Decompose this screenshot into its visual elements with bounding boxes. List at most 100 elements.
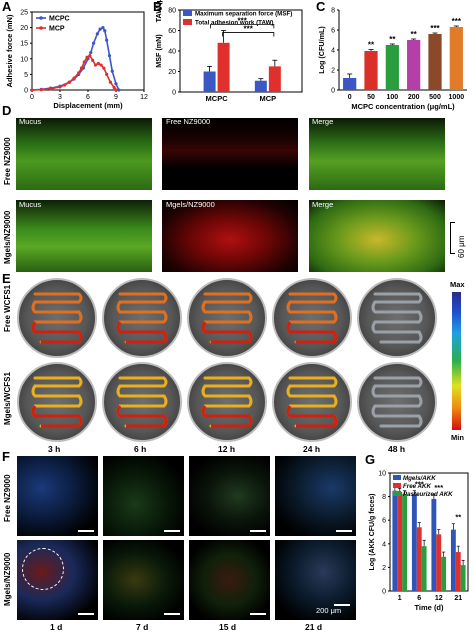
y-tick-label: 20 [168, 69, 176, 76]
bar [407, 40, 421, 90]
y-tick-label: 25 [20, 10, 28, 17]
y-tick-label: 8 [382, 494, 386, 501]
data-point [58, 85, 62, 89]
f-highlight-circle [22, 548, 64, 590]
bar [431, 498, 437, 591]
y-tick-label: 2 [382, 565, 386, 572]
y-tick-label: 40 [168, 49, 176, 56]
intestine-path [31, 292, 83, 344]
e-colorbar-min: Min [451, 433, 464, 442]
intestine-trace [116, 376, 168, 428]
y-tick-label: 5 [24, 72, 28, 79]
data-point [93, 63, 98, 67]
y-tick-label: 2 [331, 68, 335, 75]
x-tick-label: 9 [114, 94, 118, 101]
data-point [92, 41, 96, 45]
panel-label-d: D [2, 103, 12, 118]
intestine-path [286, 376, 338, 428]
intestine-path [31, 376, 83, 428]
intestine-signal [31, 405, 83, 428]
d-image-2-3 [309, 200, 445, 272]
y-tick-label: 8 [331, 8, 335, 15]
f-image-1-4 [275, 456, 356, 536]
f-scale-bar [336, 530, 352, 532]
intestine-trace [371, 292, 423, 344]
x-tick-label: 12 [140, 94, 148, 101]
bar [428, 34, 442, 90]
chart-a: 0 5 10 15 20 25 0 3 6 9 12 Displacement (mm) Adhesiv… [5, 10, 148, 111]
y-tick-label: 0 [382, 589, 386, 596]
panel-label-a: A [2, 0, 12, 14]
significance-label: ** [368, 41, 375, 50]
f-scale-bar [334, 604, 350, 606]
y-tick-label: 0 [172, 90, 176, 97]
e-colorbar [452, 292, 461, 430]
data-point [112, 85, 116, 90]
x-axis-label: Displacement (mm) [53, 101, 123, 110]
e-dish-image [102, 362, 182, 442]
intestine-trace [116, 292, 168, 344]
significance-label: *** [434, 483, 443, 492]
y-tick-label: 4 [382, 541, 386, 548]
x-tick-label: 0 [30, 94, 34, 101]
d-image-2-2 [162, 200, 298, 272]
f-scale-bar [164, 530, 180, 532]
intestine-trace [286, 376, 338, 428]
bar [449, 27, 463, 90]
data-point [96, 61, 100, 66]
data-point [114, 88, 118, 92]
bar [416, 527, 422, 591]
y-tick-label: 60 [168, 28, 176, 35]
intestine-path [286, 292, 338, 344]
d-scale-bracket [450, 222, 455, 254]
data-point [63, 83, 67, 87]
legend-label: Pasteurized AKK [403, 491, 453, 498]
intestine-trace [201, 376, 253, 428]
e-row-label-1: Free WCFS1 [3, 284, 12, 332]
bar [460, 565, 466, 591]
bar [364, 51, 378, 90]
legend-swatch [183, 19, 192, 25]
f-scale-label: 200 μm [316, 606, 342, 615]
f-time-4: 21 d [305, 622, 323, 632]
intestine-signal [201, 321, 253, 344]
d-col-label-1-2: Free NZ9000 [166, 117, 211, 126]
data-point [117, 88, 121, 92]
e-time-3: 12 h [218, 444, 236, 454]
data-point [89, 50, 93, 55]
bar [455, 552, 461, 591]
x-category-label: 1000 [449, 94, 465, 101]
legend-marker [39, 16, 43, 20]
data-point [67, 80, 71, 84]
data-point [108, 80, 112, 84]
x-category-label: 12 [435, 595, 443, 602]
e-time-1: 3 h [48, 444, 61, 454]
x-category-label: 21 [454, 595, 462, 602]
f-row-label-2: Mgels/NZ9000 [3, 552, 12, 606]
plot-frame [389, 472, 469, 592]
significance-bracket [210, 23, 275, 29]
intestine-path [201, 292, 253, 344]
d-image-2-1 [16, 200, 152, 272]
e-dish-image [102, 278, 182, 358]
e-row-label-2: Mgels/WCFS1 [3, 372, 12, 425]
y-axis-label: Log (CFU/mL) [317, 26, 326, 74]
intestine-signal [116, 321, 168, 344]
f-scale-bar [78, 613, 94, 615]
significance-label: ** [389, 35, 396, 44]
x-category-label: 50 [367, 94, 375, 101]
e-dish-image [17, 278, 97, 358]
series-line-mcp [31, 54, 117, 91]
legend-swatch [393, 475, 401, 480]
panel-label-e: E [2, 271, 11, 286]
significance-bracket [222, 32, 275, 37]
y-tick-label: 20 [20, 25, 28, 32]
legend-label: Maximum separation force (MSF) [195, 11, 292, 18]
legend-marker [39, 26, 43, 30]
legend-label: Free AKK [403, 483, 431, 490]
x-category-label: 6 [417, 595, 421, 602]
bar [421, 546, 427, 591]
legend-swatch [183, 10, 192, 16]
data-point [79, 66, 84, 70]
d-col-label-1-3: Merge [312, 117, 334, 126]
